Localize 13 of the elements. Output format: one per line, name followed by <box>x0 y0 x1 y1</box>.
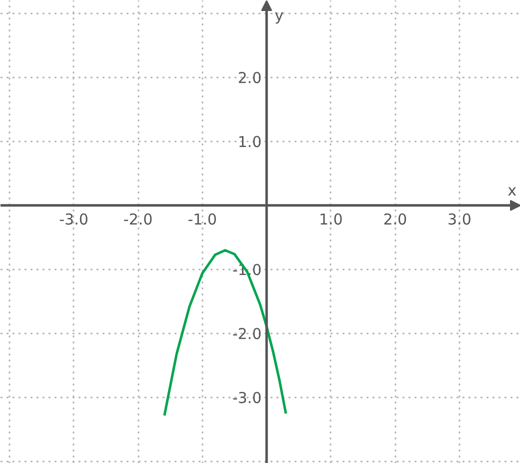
x-tick-label: -3.0 <box>59 210 88 228</box>
x-axis-title: x <box>508 181 517 200</box>
x-tick-label: -2.0 <box>123 210 153 228</box>
y-tick-label: -2.0 <box>232 325 262 343</box>
y-tick-label: -3.0 <box>232 389 262 408</box>
line-series <box>163 249 288 417</box>
x-tick-label: -1.0 <box>188 210 217 228</box>
x-tick-label: 2.0 <box>383 210 408 228</box>
x-tick-label: 1.0 <box>318 210 343 228</box>
y-tick-label: 1.0 <box>238 132 262 151</box>
x-tick-label: 3.0 <box>448 210 472 228</box>
y-tick-label: 2.0 <box>238 68 262 87</box>
y-axis-title: y <box>274 6 284 24</box>
